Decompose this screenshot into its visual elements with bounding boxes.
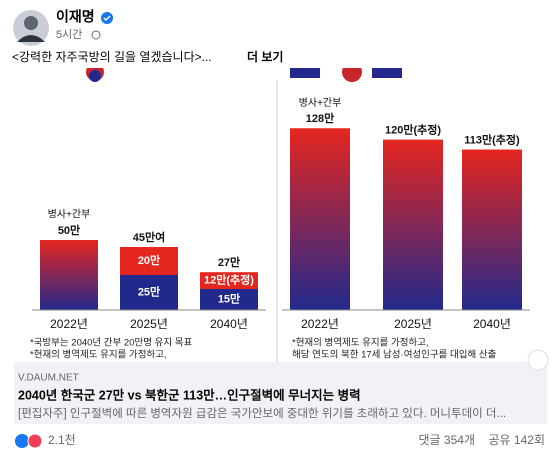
bar-segment [120,275,178,310]
like-icon [15,434,29,448]
segment-label: 20만 [138,253,160,267]
love-icon [27,433,43,449]
link-description: [편집자주] 인구절벽에 따른 병역자원 급감은 국가안보에 중대한 위기를 초… [18,406,506,420]
bar [290,128,350,310]
link-preview[interactable] [14,362,547,424]
bar-top-label: 병사+간부 [299,97,342,109]
link-title[interactable]: 2040년 한국군 27만 vs 북한군 113만…인구절벽에 무너지는 병력 [18,387,361,402]
footnote: 해당 연도의 북한 17세 남성·여성인구를 대입해 산출 [292,349,497,361]
avatar-body [17,35,45,42]
reaction-count[interactable]: 2.1천 [48,432,76,447]
year-label: 2022년 [50,317,88,331]
footnote: *현재의 병역제도 유지를 가정하고, [30,349,167,361]
avatar-head [24,16,38,30]
segment-label: 12만(추정) [204,273,254,287]
comment-count[interactable]: 댓글 354개 [419,433,475,447]
bar [40,240,98,310]
bar-segment [120,247,178,275]
flag-deco [89,70,101,82]
total-label: 27만 [218,255,240,269]
bar-segment [200,289,258,310]
footnote: *현재의 병역제도 유지를 가정하고, [292,337,429,349]
post-time[interactable]: 5시간 [56,28,82,41]
bar [383,139,443,310]
share-count[interactable]: 공유 142회 [489,433,545,447]
segment-label: 25만 [138,284,160,298]
see-more[interactable]: 더 보기 [247,49,283,64]
flag-deco [342,68,362,82]
total-label: 113만(추정) [464,132,520,146]
author[interactable]: 이재명 [56,9,95,25]
image-bg [14,68,547,362]
footnote: *국방부는 2040년 간부 20만명 유지 목표 [30,338,192,349]
year-label: 2025년 [130,317,168,331]
year-label: 2022년 [301,317,339,331]
bar [462,149,522,310]
audience-icon [91,30,101,40]
total-label: 120만(추정) [385,123,441,137]
post-image[interactable]: 50만 병사+간부 2022년 25만 20만 45만여 2025년 15만 12만(추정) 27… [14,62,547,362]
year-label: 2025년 [394,317,432,331]
flag-deco [372,68,402,78]
year-label: 2040년 [473,317,511,331]
total-label: 128만 [306,111,334,125]
link-domain: V.DAUM.NET [18,373,79,384]
total-label: 50만 [58,223,80,237]
segment-label: 15만 [218,291,240,305]
expand-button[interactable] [527,349,549,371]
flag-deco [290,68,320,78]
post-text: <강력한 자주국방의 길을 열겠습니다>... [12,50,212,64]
verified-check [103,15,111,22]
total-label: 45만여 [133,230,165,244]
bar-top-label: 병사+간부 [48,209,91,221]
bar-segment [200,272,258,289]
year-label: 2040년 [210,317,248,331]
